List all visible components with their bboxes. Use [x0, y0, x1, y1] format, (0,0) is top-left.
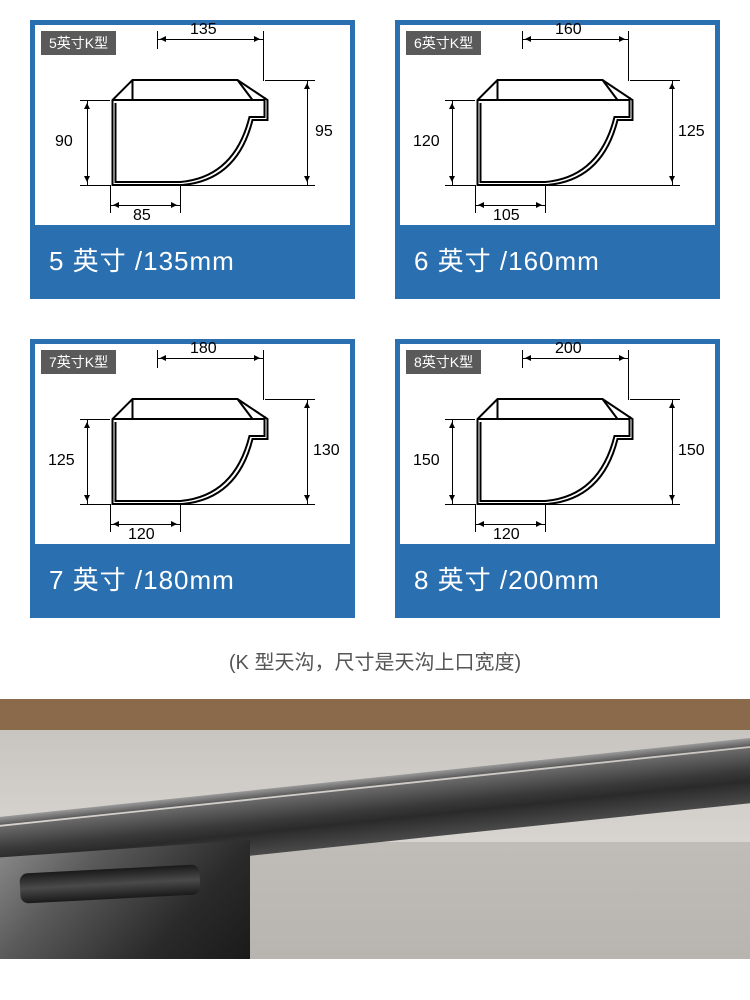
dim-arrow	[452, 100, 453, 185]
dim-left-height: 150	[413, 452, 440, 470]
caption-7inch: 7 英寸 /180mm	[35, 544, 350, 613]
dim-arrow	[672, 80, 673, 185]
dim-arrow	[452, 419, 453, 504]
dim-bottom-width: 120	[493, 526, 520, 544]
dim-top-width: 160	[555, 21, 582, 39]
dim-right-height: 150	[678, 442, 705, 460]
dim-arrow	[672, 399, 673, 504]
dim-arrow	[110, 524, 180, 525]
dim-arrow	[522, 358, 628, 359]
dim-arrow	[157, 358, 263, 359]
gutter-svg-5inch	[35, 25, 350, 225]
badge-5inch: 5英寸K型	[41, 31, 116, 55]
dim-arrow	[157, 39, 263, 40]
dim-arrow	[307, 399, 308, 504]
dim-top-width: 200	[555, 340, 582, 358]
dim-left-height: 120	[413, 133, 440, 151]
dim-top-width: 180	[190, 340, 217, 358]
dim-arrow	[475, 524, 545, 525]
diagram-5inch: 5英寸K型 135 90	[35, 25, 350, 225]
product-card-5inch: 5英寸K型 135 90	[30, 20, 355, 299]
dim-arrow	[522, 39, 628, 40]
dim-bottom-width: 85	[133, 207, 151, 225]
product-card-7inch: 7英寸K型 180 125 130	[30, 339, 355, 618]
product-photo	[0, 699, 750, 959]
diagram-6inch: 6英寸K型 160 120 125	[400, 25, 715, 225]
dim-right-height: 95	[315, 123, 333, 141]
gutter-svg-8inch	[400, 344, 715, 544]
badge-7inch: 7英寸K型	[41, 350, 116, 374]
dim-arrow	[475, 205, 545, 206]
diagram-8inch: 8英寸K型 200 150 150	[400, 344, 715, 544]
gutter-svg-7inch	[35, 344, 350, 544]
dim-bottom-width: 105	[493, 207, 520, 225]
dim-top-width: 135	[190, 21, 217, 39]
badge-8inch: 8英寸K型	[406, 350, 481, 374]
product-grid: 5英寸K型 135 90	[0, 0, 750, 628]
product-card-8inch: 8英寸K型 200 150 150	[395, 339, 720, 618]
dim-left-height: 90	[55, 133, 73, 151]
dim-arrow	[87, 100, 88, 185]
dim-arrow	[307, 80, 308, 185]
dim-bottom-width: 120	[128, 526, 155, 544]
caption-8inch: 8 英寸 /200mm	[400, 544, 715, 613]
gutter-svg-6inch	[400, 25, 715, 225]
diagram-7inch: 7英寸K型 180 125 130	[35, 344, 350, 544]
dim-right-height: 125	[678, 123, 705, 141]
caption-5inch: 5 英寸 /135mm	[35, 225, 350, 294]
product-card-6inch: 6英寸K型 160 120 125	[395, 20, 720, 299]
badge-6inch: 6英寸K型	[406, 31, 481, 55]
dim-arrow	[110, 205, 180, 206]
dim-left-height: 125	[48, 452, 75, 470]
caption-6inch: 6 英寸 /160mm	[400, 225, 715, 294]
footnote-text: (K 型天沟，尺寸是天沟上口宽度)	[0, 628, 750, 699]
dim-arrow	[87, 419, 88, 504]
dim-right-height: 130	[313, 442, 340, 460]
